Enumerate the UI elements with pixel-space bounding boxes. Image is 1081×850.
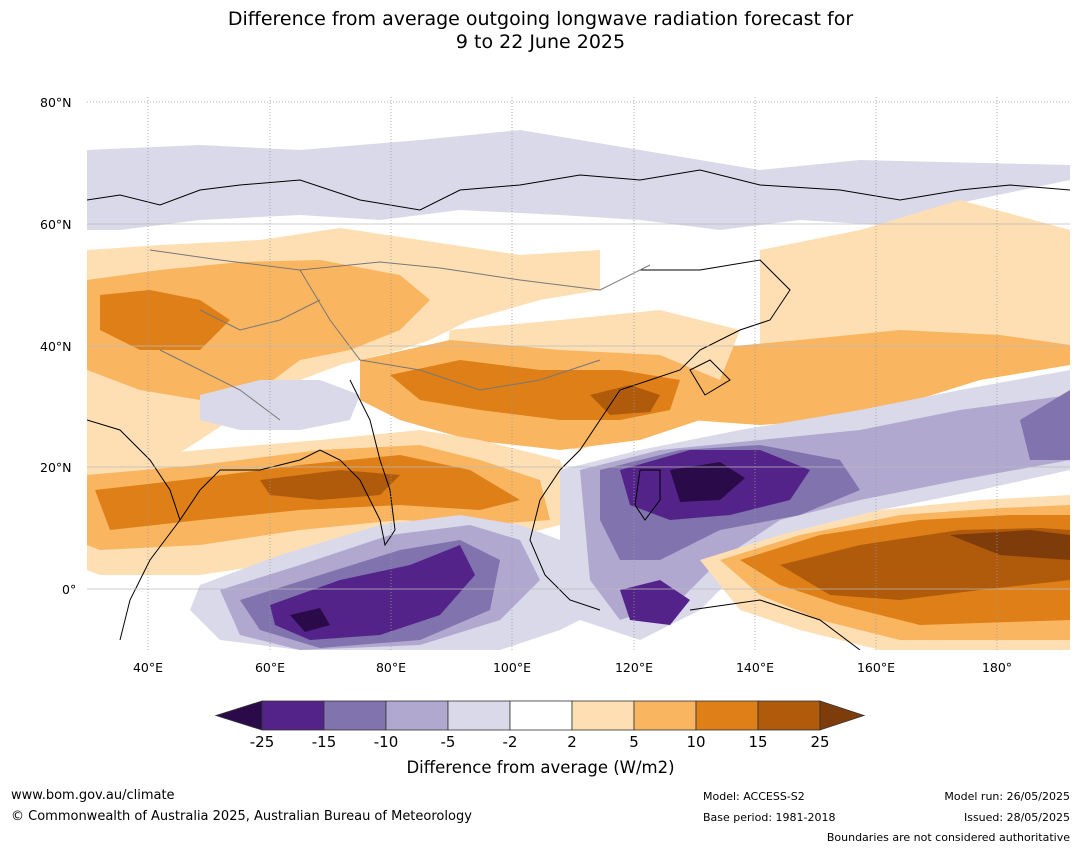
lat-label-40n: 40°N — [40, 339, 72, 354]
colorbar-tick: 15 — [748, 733, 768, 751]
colorbar-segment — [633, 700, 697, 731]
model-name: Model: ACCESS-S2 — [703, 790, 805, 803]
lon-label-60e: 60°E — [254, 660, 286, 675]
lon-label-180: 180° — [981, 660, 1013, 675]
copyright-text: © Commonwealth of Australia 2025, Austra… — [11, 809, 472, 824]
colorbar-segment — [695, 700, 759, 731]
colorbar-tick: 10 — [686, 733, 706, 751]
colorbar-tick: -25 — [249, 733, 275, 751]
colorbar-tick: 25 — [810, 733, 830, 751]
colorbar-tick: 2 — [567, 733, 577, 751]
caspian-positive-strong — [100, 290, 230, 350]
colorbar-tick: -10 — [373, 733, 399, 751]
olr-anomaly-map — [87, 97, 1070, 650]
colorbar-segment — [447, 700, 511, 731]
colorbar — [214, 700, 866, 731]
colorbar-extend-low — [214, 700, 263, 731]
arctic-negative-anomaly — [87, 130, 1070, 230]
colorbar-tick: -15 — [311, 733, 337, 751]
philippine-sea-negative-extreme — [670, 462, 745, 502]
lon-label-100e: 100°E — [492, 660, 531, 675]
south-pacific-positive-extreme — [950, 530, 1070, 560]
lat-label-60n: 60°N — [40, 217, 72, 232]
gridlines — [87, 97, 1070, 650]
indian-ocean-negative-extreme — [290, 608, 330, 632]
colorbar-title: Difference from average (W/m2) — [406, 758, 675, 777]
colorbar-segment — [261, 700, 325, 731]
lat-label-20n: 20°N — [40, 460, 72, 475]
title-line-2: 9 to 22 June 2025 — [455, 31, 626, 53]
website-link[interactable]: www.bom.gov.au/climate — [11, 788, 175, 803]
colorbar-extend-high — [819, 700, 866, 731]
colorbar-segment — [385, 700, 449, 731]
lat-label-80n: 80°N — [40, 95, 72, 110]
colorbar-segment — [571, 700, 635, 731]
arabian-sea-negative — [200, 380, 360, 430]
north-pacific-positive-mid — [690, 330, 1070, 425]
colorbar-segment — [509, 700, 573, 731]
map-title: Difference from average outgoing longwav… — [0, 8, 1081, 54]
issued-date: Issued: 28/05/2025 — [963, 811, 1070, 824]
lat-label-equator: 0° — [62, 582, 77, 597]
colorbar-segment — [323, 700, 387, 731]
colorbar-segment — [757, 700, 821, 731]
colorbar-tick: -5 — [440, 733, 456, 751]
anomaly-field — [87, 97, 1070, 650]
far-east-pacific-negative — [1020, 390, 1070, 460]
country-borders — [149, 249, 651, 421]
lon-label-80e: 80°E — [375, 660, 407, 675]
lon-label-140e: 140°E — [735, 660, 774, 675]
lon-label-120e: 120°E — [614, 660, 653, 675]
india-positive-very-strong — [260, 470, 400, 500]
colorbar-tick: -2 — [502, 733, 518, 751]
colorbar-segments — [214, 700, 866, 731]
china-positive-very-strong — [590, 385, 660, 415]
lon-label-160e: 160°E — [856, 660, 895, 675]
boundaries-disclaimer: Boundaries are not considered authoritat… — [826, 831, 1070, 844]
colorbar-tick: 5 — [629, 733, 639, 751]
coastlines — [87, 169, 1070, 650]
banda-sea-negative — [620, 580, 690, 625]
lon-label-40e: 40°E — [132, 660, 164, 675]
base-period: Base period: 1981-2018 — [703, 811, 836, 824]
model-run-date: Model run: 26/05/2025 — [944, 790, 1070, 803]
title-line-1: Difference from average outgoing longwav… — [227, 8, 854, 30]
